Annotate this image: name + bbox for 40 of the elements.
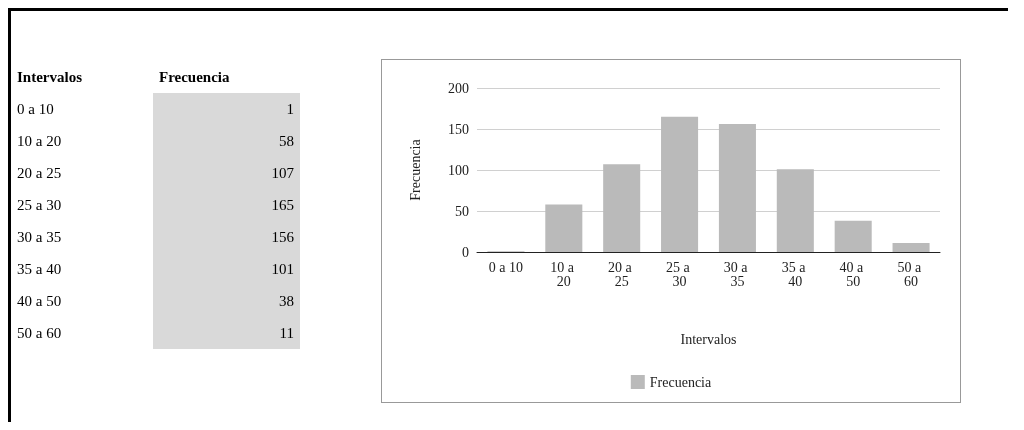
text: Intervalos — [16, 67, 83, 87]
category-label: 10 a 20 — [16, 131, 63, 151]
bar — [892, 242, 930, 252]
bar — [718, 124, 756, 252]
category-label: 50 a 60 — [16, 323, 63, 343]
category-label: 30 a 35 — [16, 227, 63, 247]
bar — [603, 164, 641, 252]
y-tick-label: 0 — [462, 244, 469, 260]
bar — [545, 204, 583, 252]
x-tick-label: 30 a 35 — [723, 259, 752, 289]
category-label: 25 a 30 — [16, 195, 63, 215]
category-label: 20 a 25 — [16, 163, 63, 183]
data-label: 156 — [153, 221, 300, 253]
bar — [834, 220, 872, 252]
x-axis-title: Intervalos — [680, 331, 737, 347]
y-tick-label: 100 — [448, 162, 469, 178]
y-tick-label: 200 — [448, 80, 469, 96]
bar — [661, 116, 699, 252]
y-tick-label: 150 — [448, 121, 469, 137]
x-tick-label: 40 a 50 — [839, 259, 867, 289]
data-label: 11 — [153, 317, 300, 349]
y-tick-label: 50 — [455, 203, 469, 219]
legend-label: Frecuencia — [649, 374, 712, 390]
category-label: 0 a 10 — [16, 99, 55, 119]
x-tick-label: 20 a 25 — [608, 259, 636, 289]
data-label: 58 — [153, 125, 300, 157]
data-label: 38 — [153, 285, 300, 317]
x-tick-label: 0 a 10 — [488, 259, 524, 275]
x-tick-label: 10 a 20 — [550, 259, 578, 289]
data-label: 165 — [153, 189, 300, 221]
y-axis-title: Frecuencia — [407, 138, 423, 201]
category-label: 40 a 50 — [16, 291, 63, 311]
data-label: 101 — [153, 253, 300, 285]
data-label: 107 — [153, 157, 300, 189]
data-label: 1 — [153, 93, 300, 125]
bar — [776, 169, 814, 252]
x-tick-label: 35 a 40 — [781, 259, 809, 289]
x-tick-label: 50 a 60 — [897, 259, 925, 289]
text: Frecuencia — [158, 67, 231, 87]
x-tick-label: 25 a 30 — [665, 259, 694, 289]
